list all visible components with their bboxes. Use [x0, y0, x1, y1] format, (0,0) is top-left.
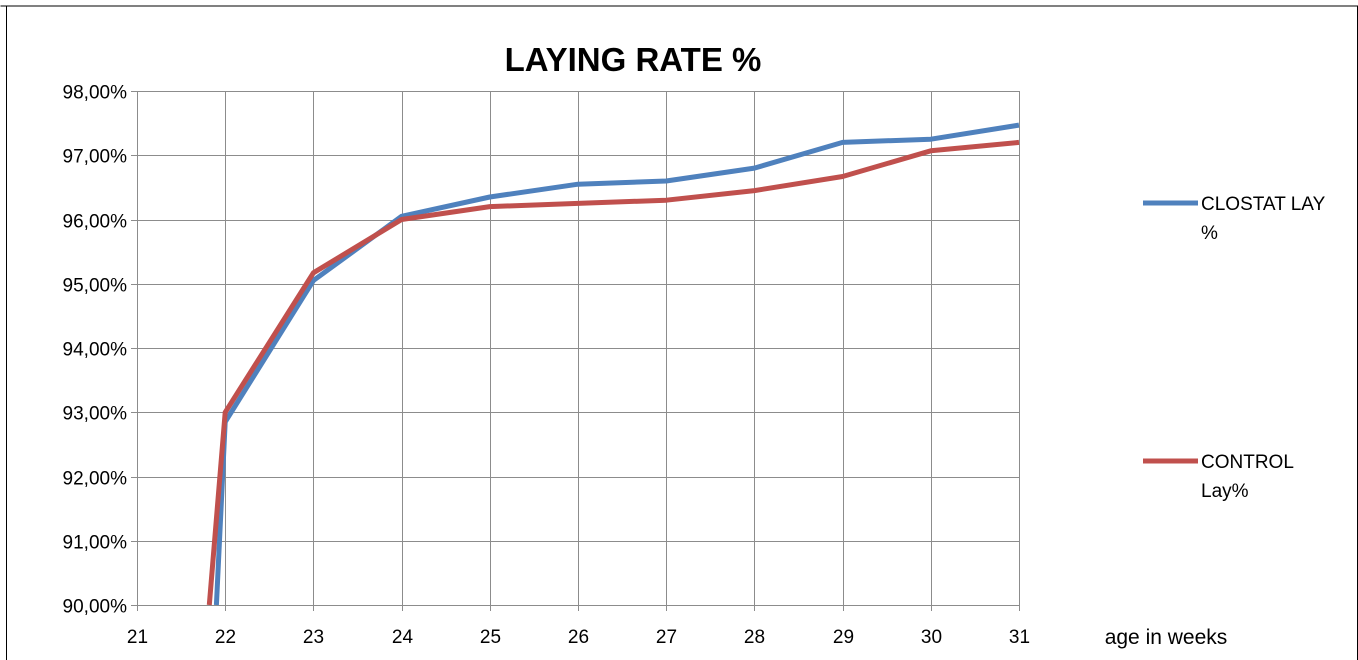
y-tick-label: 91,00% — [63, 533, 128, 554]
x-tick-label: 23 — [303, 627, 324, 648]
x-tick-label: 26 — [568, 627, 589, 648]
x-tick-label: 22 — [215, 627, 236, 648]
x-tick-label: 24 — [392, 627, 414, 648]
y-tick-label: 93,00% — [63, 404, 128, 425]
grid — [131, 91, 1020, 611]
x-tick-label: 25 — [480, 627, 501, 648]
x-axis-label: age in weeks — [1105, 626, 1228, 649]
x-tick-label: 28 — [744, 627, 765, 648]
series-lines — [206, 122, 1020, 606]
x-tick-label: 29 — [833, 627, 854, 648]
y-tick-label: 98,00% — [63, 83, 128, 104]
legend-label-2: CONTROL — [1201, 452, 1294, 473]
x-tick-label: 27 — [656, 627, 677, 648]
x-tick-label: 21 — [127, 627, 148, 648]
y-tick-label: 95,00% — [63, 276, 128, 297]
chart-title: LAYING RATE % — [505, 41, 762, 78]
y-axis-ticks: 90,00% 91,00% 92,00% 93,00% 94,00% 95,00% 96,0… — [63, 83, 128, 618]
legend-label-2: Lay% — [1201, 481, 1249, 502]
y-tick-label: 92,00% — [63, 469, 128, 490]
y-tick-label: 96,00% — [63, 212, 128, 233]
series-line-2 — [206, 139, 1020, 606]
y-tick-label: 94,00% — [63, 340, 128, 361]
series-line-1 — [213, 122, 1020, 606]
legend-label-1: CLOSTAT LAY — [1201, 194, 1326, 215]
legend-label-1: % — [1201, 223, 1218, 244]
x-tick-label: 31 — [1009, 627, 1030, 648]
x-axis-ticks: 21 22 23 24 25 26 27 28 29 30 31 — [127, 627, 1030, 648]
y-tick-label: 97,00% — [63, 147, 128, 168]
x-tick-label: 30 — [921, 627, 942, 648]
legend: CLOSTAT LAY% CONTROL Lay% — [1143, 194, 1326, 502]
y-tick-label: 90,00% — [63, 597, 128, 618]
